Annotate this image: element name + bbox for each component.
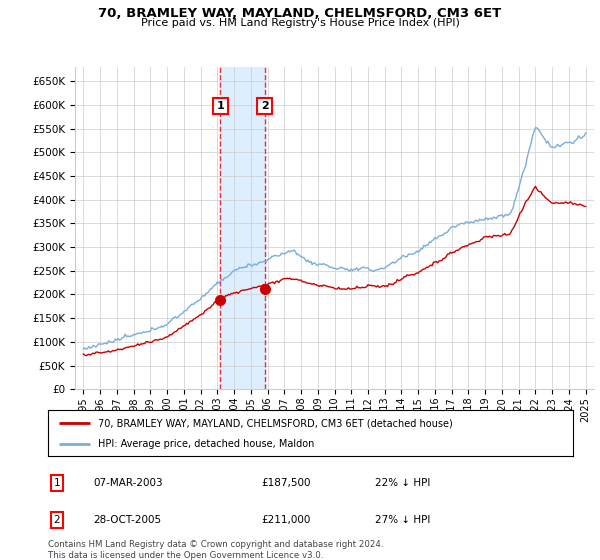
Bar [220,67,265,389]
Text: 1: 1 [53,478,61,488]
Text: 28-OCT-2005: 28-OCT-2005 [93,515,161,525]
Text: £187,500: £187,500 [261,478,311,488]
Text: £211,000: £211,000 [261,515,310,525]
Text: 07-MAR-2003: 07-MAR-2003 [93,478,163,488]
Text: Price paid vs. HM Land Registry's House Price Index (HPI): Price paid vs. HM Land Registry's House … [140,18,460,29]
Text: 27% ↓ HPI: 27% ↓ HPI [375,515,430,525]
Text: 1: 1 [217,101,224,111]
Text: 22% ↓ HPI: 22% ↓ HPI [375,478,430,488]
Text: 70, BRAMLEY WAY, MAYLAND, CHELMSFORD, CM3 6ET (detached house): 70, BRAMLEY WAY, MAYLAND, CHELMSFORD, CM… [98,418,452,428]
Text: 2: 2 [260,101,268,111]
Text: 2: 2 [53,515,61,525]
Text: 70, BRAMLEY WAY, MAYLAND, CHELMSFORD, CM3 6ET: 70, BRAMLEY WAY, MAYLAND, CHELMSFORD, CM… [98,7,502,20]
Text: Contains HM Land Registry data © Crown copyright and database right 2024.
This d: Contains HM Land Registry data © Crown c… [48,540,383,560]
Text: HPI: Average price, detached house, Maldon: HPI: Average price, detached house, Mald… [98,438,314,449]
